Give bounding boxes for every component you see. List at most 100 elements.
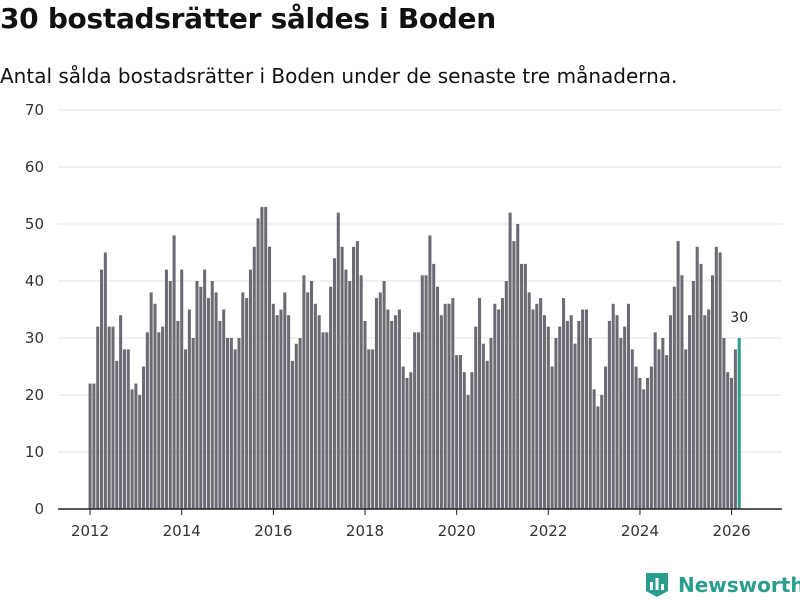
bar: [294, 343, 298, 509]
bar: [264, 206, 268, 509]
bar: [436, 286, 440, 509]
bar: [344, 269, 348, 509]
y-tick-label: 40: [25, 272, 44, 290]
bar: [520, 263, 524, 509]
bar: [313, 303, 317, 509]
bar: [649, 366, 653, 509]
bar: [615, 315, 619, 509]
bar: [352, 246, 356, 510]
bar: [672, 286, 676, 509]
bar: [458, 355, 462, 509]
bar: [611, 303, 615, 509]
bar: [550, 366, 554, 509]
bar: [168, 281, 172, 509]
bar: [481, 343, 485, 509]
bar: [676, 241, 680, 509]
bar: [565, 320, 569, 509]
chart-subtitle: Antal sålda bostadsrätter i Boden under …: [0, 64, 678, 88]
bar: [397, 309, 401, 509]
bar: [332, 258, 336, 509]
bar: [145, 332, 149, 509]
bar: [562, 298, 566, 509]
x-tick-label: 2020: [438, 522, 476, 540]
bar: [420, 275, 424, 509]
bar: [535, 303, 539, 509]
bar: [726, 372, 730, 509]
bar: [634, 366, 638, 509]
bar: [302, 275, 306, 509]
bar: [451, 298, 455, 509]
data-labels: 30: [730, 310, 748, 326]
bar: [275, 315, 279, 509]
bar: [512, 241, 516, 509]
bar: [710, 275, 715, 509]
x-axis-ticks: 2012 2014 2016 2018 2020 2022 2024 2026: [71, 509, 751, 540]
bar: [718, 252, 722, 509]
bar: [340, 246, 344, 510]
bar: [374, 298, 378, 509]
bar: [596, 406, 600, 509]
bar: [657, 349, 661, 509]
bar: [688, 315, 692, 509]
y-tick-label: 10: [25, 443, 44, 461]
bar: [588, 338, 592, 509]
bar: [119, 315, 123, 509]
bar: [485, 360, 489, 509]
bar: [310, 281, 314, 509]
bar: [199, 286, 203, 509]
bar: [401, 366, 405, 509]
bar: [268, 246, 272, 510]
bar: [432, 263, 436, 509]
x-tick-label: 2024: [621, 522, 659, 540]
bar: [584, 309, 588, 509]
bar: [394, 315, 398, 509]
chart-title: 30 bostadsrätter såldes i Boden: [0, 2, 496, 35]
data-label-latest: 30: [730, 310, 748, 326]
y-tick-label: 50: [25, 215, 44, 233]
bar: [96, 326, 100, 509]
bar: [142, 366, 146, 509]
bar: [416, 332, 420, 509]
bar: [195, 281, 199, 509]
bar: [359, 275, 363, 509]
bar: [443, 303, 447, 509]
bar: [691, 281, 695, 509]
bar: [409, 372, 413, 509]
bar: [111, 326, 115, 509]
bar: [489, 338, 493, 509]
bar: [478, 298, 482, 509]
bar: [126, 349, 130, 509]
y-tick-label: 20: [25, 386, 44, 404]
bar: [237, 338, 241, 509]
bar: [516, 224, 520, 509]
x-tick-label: 2022: [529, 522, 567, 540]
bar: [187, 309, 191, 509]
bar: [153, 303, 157, 509]
bar: [92, 383, 96, 509]
bar: [500, 298, 504, 509]
bar: [626, 303, 630, 509]
bar: [413, 332, 417, 509]
bar: [508, 212, 512, 509]
bar: [527, 292, 531, 509]
bar: [653, 332, 657, 509]
bar: [558, 326, 562, 509]
bar: [290, 360, 294, 509]
bar: [497, 309, 501, 509]
bar: [184, 349, 188, 509]
newsworthy-logo-icon: [646, 573, 668, 597]
bar: [279, 309, 283, 509]
bar: [287, 315, 291, 509]
bar: [248, 269, 252, 509]
bar: [405, 377, 409, 509]
bar: [542, 315, 546, 509]
bar: [103, 252, 107, 509]
bar: [226, 338, 230, 509]
bar: [619, 338, 623, 509]
bar: [684, 349, 688, 509]
bar: [638, 377, 642, 509]
bar: [252, 246, 256, 510]
bars: [88, 206, 741, 510]
bar: [355, 241, 359, 509]
x-tick-label: 2018: [346, 522, 384, 540]
